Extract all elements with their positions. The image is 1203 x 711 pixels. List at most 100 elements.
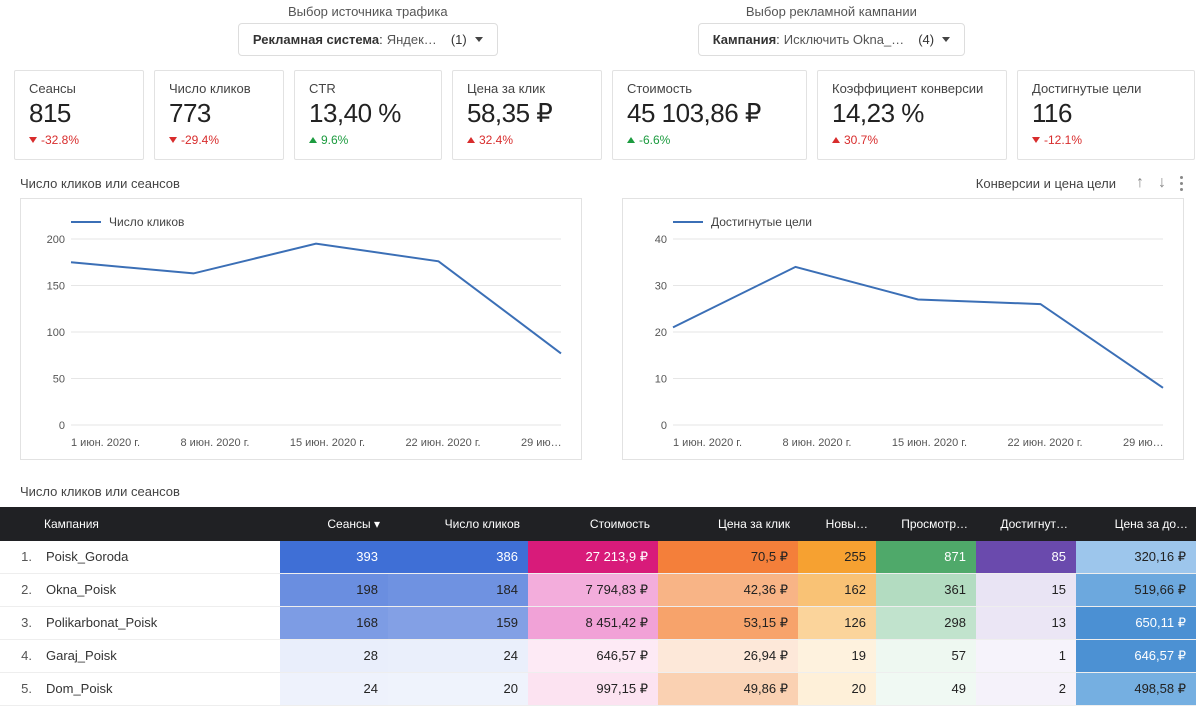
table-cell: 57: [876, 640, 976, 673]
table-cell: 15: [976, 574, 1076, 607]
x-axis-label: 22 июн. 2020 г.: [405, 437, 480, 449]
kpi-delta: -6.6%: [627, 133, 792, 147]
campaign-name[interactable]: Polikarbonat_Poisk: [36, 607, 280, 640]
table-cell: 198: [280, 574, 388, 607]
delta-arrow-icon: [467, 137, 475, 143]
x-axis-label: 22 июн. 2020 г.: [1007, 437, 1082, 449]
campaign-name[interactable]: Garaj_Poisk: [36, 640, 280, 673]
table-header[interactable]: Кампания: [36, 507, 280, 541]
table-cell: 519,66 ₽: [1076, 574, 1196, 607]
table-cell: 24: [280, 673, 388, 706]
table-cell: 1: [976, 640, 1076, 673]
table-cell: 646,57 ₽: [1076, 640, 1196, 673]
table-cell: 393: [280, 541, 388, 574]
chart-section-title-right: Конверсии и цена цели: [976, 176, 1116, 191]
table-cell: 159: [388, 607, 528, 640]
table-header[interactable]: Новы…: [798, 507, 876, 541]
table-cell: 28: [280, 640, 388, 673]
svg-text:150: 150: [47, 281, 65, 293]
kpi-value: 58,35 ₽: [467, 98, 587, 129]
delta-arrow-icon: [309, 137, 317, 143]
table-header[interactable]: Просмотр…: [876, 507, 976, 541]
svg-text:20: 20: [655, 327, 667, 339]
table-cell: 168: [280, 607, 388, 640]
kpi-title: CTR: [309, 81, 427, 96]
kpi-card[interactable]: Цена за клик 58,35 ₽ 32.4%: [452, 70, 602, 160]
table-cell: 70,5 ₽: [658, 541, 798, 574]
table-cell: 126: [798, 607, 876, 640]
table-cell: 19: [798, 640, 876, 673]
table-cell: 24: [388, 640, 528, 673]
traffic-filter-label: Выбор источника трафика: [238, 4, 498, 19]
table-cell: 255: [798, 541, 876, 574]
table-cell: 320,16 ₽: [1076, 541, 1196, 574]
table-cell: 386: [388, 541, 528, 574]
svg-text:0: 0: [59, 420, 65, 432]
campaign-filter-label: Выбор рекламной кампании: [698, 4, 965, 19]
kpi-title: Сеансы: [29, 81, 129, 96]
table-cell: 20: [798, 673, 876, 706]
legend-line-icon: [71, 221, 101, 223]
table-header[interactable]: Достигнут…: [976, 507, 1076, 541]
kpi-card[interactable]: Достигнутые цели 116 -12.1%: [1017, 70, 1195, 160]
table-cell: 498,58 ₽: [1076, 673, 1196, 706]
dropdown-field-label: Кампания: [713, 32, 776, 47]
campaign-name[interactable]: Dom_Poisk: [36, 673, 280, 706]
table-header[interactable]: Число кликов: [388, 507, 528, 541]
table-title: Число кликов или сеансов: [0, 460, 1203, 507]
table-cell: 2: [976, 673, 1076, 706]
arrow-down-icon[interactable]: ↓: [1158, 174, 1166, 192]
kpi-value: 45 103,86 ₽: [627, 98, 792, 129]
kpi-delta: 30.7%: [832, 133, 992, 147]
goals-chart: Достигнутые цели 010203040 1 июн. 2020 г…: [622, 198, 1184, 460]
dropdown-count: (4): [918, 32, 934, 47]
svg-text:100: 100: [47, 327, 65, 339]
table-cell: 361: [876, 574, 976, 607]
table-cell: 646,57 ₽: [528, 640, 658, 673]
chevron-down-icon: [475, 37, 483, 42]
table-cell: 42,36 ₽: [658, 574, 798, 607]
dropdown-field-label: Рекламная система: [253, 32, 379, 47]
kpi-value: 815: [29, 98, 129, 129]
dropdown-selection: Исключить Okna_…: [784, 32, 904, 47]
kpi-card[interactable]: Число кликов 773 -29.4%: [154, 70, 284, 160]
clicks-chart: Число кликов 050100150200 1 июн. 2020 г.…: [20, 198, 582, 460]
table-cell: 997,15 ₽: [528, 673, 658, 706]
traffic-source-dropdown[interactable]: Рекламная система: Яндек… (1): [238, 23, 498, 56]
arrow-up-icon[interactable]: ↑: [1136, 174, 1144, 192]
kpi-card[interactable]: Стоимость 45 103,86 ₽ -6.6%: [612, 70, 807, 160]
kpi-card[interactable]: CTR 13,40 % 9.6%: [294, 70, 442, 160]
chevron-down-icon: [942, 37, 950, 42]
x-axis-label: 29 ию…: [521, 437, 571, 449]
legend-line-icon: [673, 221, 703, 223]
table-header[interactable]: Сеансы ▾: [280, 507, 388, 541]
more-menu-icon[interactable]: [1180, 176, 1183, 191]
kpi-title: Цена за клик: [467, 81, 587, 96]
table-cell: 20: [388, 673, 528, 706]
kpi-title: Достигнутые цели: [1032, 81, 1180, 96]
table-cell: 26,94 ₽: [658, 640, 798, 673]
svg-text:50: 50: [53, 374, 65, 386]
table-cell: 85: [976, 541, 1076, 574]
kpi-card[interactable]: Коэффициент конверсии 14,23 % 30.7%: [817, 70, 1007, 160]
campaign-name[interactable]: Poisk_Goroda: [36, 541, 280, 574]
delta-arrow-icon: [832, 137, 840, 143]
campaign-dropdown[interactable]: Кампания: Исключить Okna_… (4): [698, 23, 965, 56]
kpi-delta: 9.6%: [309, 133, 427, 147]
campaign-name[interactable]: Okna_Poisk: [36, 574, 280, 607]
kpi-value: 14,23 %: [832, 98, 992, 129]
table-header[interactable]: Стоимость: [528, 507, 658, 541]
row-index: 3.: [0, 607, 36, 640]
x-axis-label: 15 июн. 2020 г.: [892, 437, 967, 449]
table-header[interactable]: [0, 507, 36, 541]
row-index: 1.: [0, 541, 36, 574]
table-header[interactable]: Цена за до…: [1076, 507, 1196, 541]
x-axis-label: 1 июн. 2020 г.: [673, 437, 742, 449]
row-index: 2.: [0, 574, 36, 607]
chart-section-title-left: Число кликов или сеансов: [20, 176, 180, 191]
kpi-value: 13,40 %: [309, 98, 427, 129]
table-header[interactable]: Цена за клик: [658, 507, 798, 541]
kpi-card[interactable]: Сеансы 815 -32.8%: [14, 70, 144, 160]
svg-text:10: 10: [655, 374, 667, 386]
table-cell: 49,86 ₽: [658, 673, 798, 706]
